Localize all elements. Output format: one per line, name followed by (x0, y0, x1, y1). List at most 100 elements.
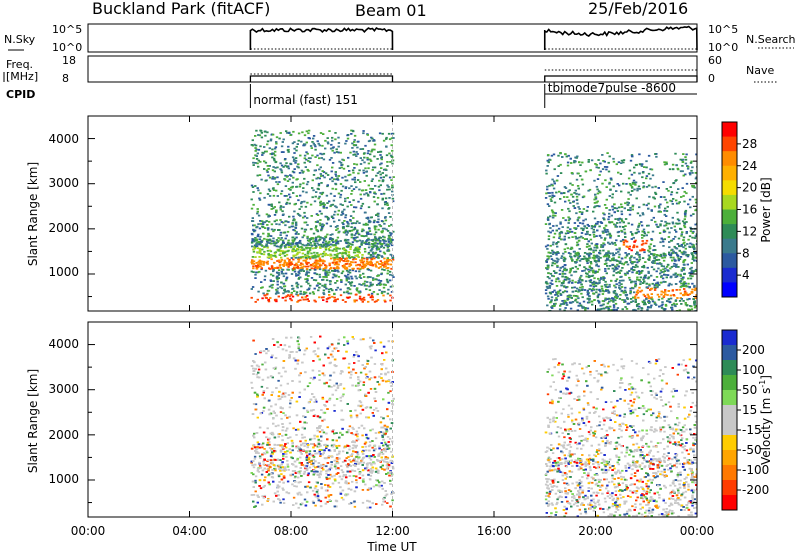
heatmap-cell (670, 227, 673, 229)
heatmap-cell (569, 267, 572, 270)
heatmap-cell (304, 278, 307, 281)
heatmap-cell (297, 242, 300, 244)
heatmap-cell (657, 267, 660, 270)
heatmap-cell (590, 300, 594, 303)
heatmap-cell (624, 252, 627, 254)
heatmap-cell (391, 149, 394, 152)
heatmap-cell (595, 245, 599, 247)
heatmap-cell (545, 192, 548, 195)
heatmap-cell (295, 273, 298, 275)
heatmap-cell (339, 252, 342, 254)
heatmap-cell (605, 283, 608, 286)
heatmap-cell (614, 292, 617, 295)
heatmap-cell (279, 247, 282, 249)
heatmap-cell (255, 267, 259, 270)
heatmap-cell (341, 252, 345, 255)
heatmap-cell (598, 309, 601, 311)
heatmap-cell (304, 253, 307, 256)
heatmap-cell (280, 281, 283, 284)
heatmap-cell (297, 261, 300, 263)
heatmap-cell (682, 276, 685, 279)
heatmap-cell (361, 240, 364, 242)
heatmap-cell (266, 263, 269, 265)
heatmap-cell (552, 236, 556, 239)
heatmap-cell (388, 197, 391, 199)
heatmap-cell (337, 175, 341, 177)
heatmap-cell (333, 296, 336, 299)
heatmap-cell (268, 190, 272, 192)
heatmap-cell (313, 242, 316, 245)
heatmap-cell (554, 302, 557, 305)
heatmap-cell (630, 261, 634, 263)
heatmap-cell (349, 220, 352, 222)
heatmap-cell (603, 229, 607, 232)
heatmap-cell (546, 258, 549, 261)
heatmap-cell (264, 179, 267, 182)
heatmap-cell (544, 197, 548, 199)
heatmap-cell (326, 233, 329, 236)
heatmap-cell (676, 218, 680, 221)
heatmap-cell (589, 169, 592, 172)
heatmap-cell (545, 261, 548, 263)
heatmap-cell (383, 236, 386, 239)
heatmap-cell (312, 263, 315, 265)
heatmap-cell (320, 225, 324, 228)
heatmap-cell (598, 225, 601, 228)
heatmap-cell (258, 134, 262, 137)
heatmap-cell (259, 222, 263, 225)
heatmap-cell (262, 264, 265, 266)
heatmap-cell (356, 146, 359, 149)
heatmap-cell (274, 161, 277, 164)
heatmap-cell (571, 301, 575, 303)
heatmap-cell (615, 308, 618, 311)
heatmap-cell (307, 132, 310, 135)
heatmap-cell (279, 231, 283, 234)
heatmap-cell (310, 244, 314, 247)
heatmap-cell (608, 232, 611, 235)
heatmap-cell (329, 147, 333, 150)
heatmap-cell (637, 307, 640, 310)
heatmap-cell (608, 265, 612, 267)
heatmap-cell (597, 166, 600, 169)
heatmap-cell (620, 230, 624, 233)
heatmap-cell (377, 237, 381, 240)
heatmap-cell (291, 156, 295, 159)
heatmap-cell (651, 300, 655, 303)
heatmap-cell (337, 151, 340, 154)
heatmap-cell (371, 137, 374, 140)
heatmap-cell (606, 289, 610, 292)
heatmap-cell (694, 223, 697, 226)
power-heatmap (250, 116, 697, 311)
heatmap-cell (552, 153, 556, 156)
heatmap-cell (356, 267, 359, 270)
heatmap-cell (694, 305, 697, 307)
heatmap-cell (379, 236, 383, 239)
heatmap-cell (389, 242, 392, 245)
heatmap-cell (336, 227, 339, 230)
heatmap-cell (342, 223, 345, 226)
heatmap-cell (306, 181, 310, 183)
heatmap-cell (331, 269, 334, 272)
heatmap-cell (316, 220, 319, 223)
heatmap-cell (686, 263, 689, 266)
heatmap-cell (292, 248, 295, 250)
heatmap-cell (617, 251, 620, 253)
heatmap-cell (344, 252, 347, 254)
heatmap-cell (353, 206, 356, 209)
heatmap-cell (601, 182, 604, 185)
heatmap-cell (582, 195, 586, 198)
heatmap-cell (290, 246, 293, 249)
heatmap-cell (652, 196, 655, 199)
heatmap-cell (349, 151, 352, 154)
heatmap-cell (654, 185, 657, 188)
heatmap-cell (593, 246, 596, 249)
heatmap-cell (569, 270, 572, 272)
heatmap-cell (363, 284, 367, 287)
heatmap-cell (315, 264, 318, 267)
heatmap-cell (363, 241, 366, 244)
heatmap-cell (614, 266, 618, 269)
heatmap-cell (374, 185, 377, 187)
heatmap-cell (691, 172, 694, 174)
heatmap-cell (308, 292, 312, 295)
heatmap-cell (636, 187, 639, 190)
